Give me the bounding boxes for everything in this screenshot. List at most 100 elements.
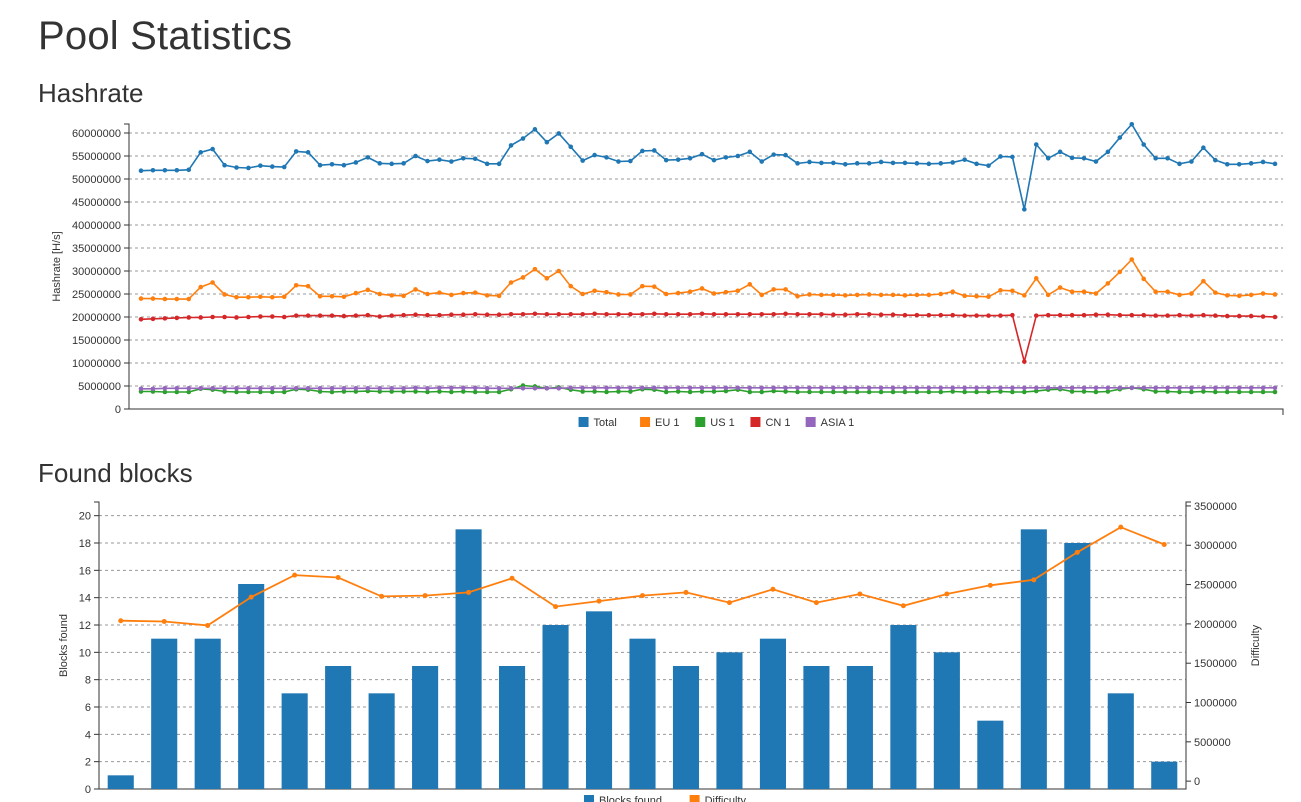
- data-point: [532, 386, 538, 391]
- bar: [542, 625, 569, 789]
- data-point: [1105, 389, 1111, 394]
- data-point: [1117, 135, 1123, 140]
- y2-tick-label: 2000000: [1194, 619, 1237, 631]
- data-point: [305, 283, 311, 289]
- data-point: [1010, 154, 1015, 160]
- data-point: [1033, 313, 1039, 318]
- data-point: [938, 161, 944, 166]
- data-point: [592, 385, 597, 391]
- data-point: [377, 161, 383, 166]
- data-point: [377, 386, 383, 391]
- data-point: [1224, 161, 1230, 167]
- data-point: [210, 146, 215, 152]
- data-point: [1022, 385, 1027, 391]
- data-point: [902, 312, 908, 318]
- data-point: [437, 389, 442, 394]
- data-point: [819, 385, 824, 391]
- data-point: [1177, 385, 1182, 391]
- data-point: [902, 293, 908, 298]
- data-point: [986, 294, 991, 300]
- data-point: [807, 292, 812, 297]
- data-point: [258, 314, 263, 319]
- y-tick-label: 8: [85, 675, 91, 687]
- data-point: [759, 385, 765, 391]
- y-tick-label: 15000000: [72, 335, 121, 347]
- data-point: [281, 386, 287, 391]
- y2-tick-label: 1500000: [1194, 658, 1237, 670]
- data-point: [890, 160, 896, 166]
- data-point: [962, 313, 967, 318]
- data-point: [1165, 389, 1170, 394]
- data-point: [1248, 313, 1254, 319]
- data-point: [449, 385, 454, 391]
- found-blocks-chart: 0 2 4 6 8 10 12 14 16 18 20 0 500000 1000000 1500000 20…: [58, 501, 1262, 802]
- difficulty-point: [944, 591, 950, 597]
- data-point: [437, 157, 442, 162]
- data-point: [699, 286, 705, 291]
- data-point: [198, 150, 203, 155]
- difficulty-point: [553, 604, 559, 610]
- data-point: [962, 157, 967, 162]
- data-point: [1057, 285, 1063, 290]
- data-point: [1177, 389, 1182, 395]
- y-tick-label: 16: [79, 565, 91, 577]
- y-tick-label: 14: [79, 593, 91, 605]
- difficulty-point: [248, 594, 254, 600]
- data-point: [1081, 289, 1087, 295]
- legend-swatch: [578, 417, 589, 427]
- data-point: [1177, 292, 1182, 298]
- data-point: [281, 294, 287, 300]
- bar: [325, 666, 352, 789]
- data-point: [210, 280, 215, 285]
- data-point: [962, 293, 967, 299]
- data-point: [795, 294, 800, 299]
- data-point: [711, 157, 717, 163]
- data-point: [1141, 276, 1146, 282]
- data-point: [1117, 269, 1123, 275]
- data-point: [496, 293, 502, 299]
- bar: [672, 666, 700, 789]
- data-point: [675, 311, 681, 317]
- data-point: [449, 389, 454, 395]
- data-point: [1129, 121, 1135, 127]
- axes: [124, 123, 1284, 415]
- data-point: [425, 158, 430, 164]
- data-point: [377, 389, 383, 394]
- data-point: [580, 291, 585, 297]
- data-point: [329, 161, 335, 167]
- data-point: [902, 385, 908, 391]
- data-point: [663, 389, 669, 395]
- data-point: [472, 156, 478, 162]
- data-point: [544, 386, 550, 391]
- data-point: [1105, 312, 1111, 318]
- data-point: [675, 290, 681, 296]
- data-point: [902, 389, 908, 395]
- data-point: [1093, 159, 1099, 164]
- data-point: [353, 290, 359, 296]
- data-point: [413, 389, 418, 394]
- bar: [412, 666, 439, 789]
- y-tick-label: 35000000: [72, 243, 121, 255]
- data-point: [508, 143, 514, 148]
- data-point: [150, 316, 156, 322]
- data-point: [377, 291, 383, 297]
- data-point: [831, 160, 836, 166]
- data-point: [484, 293, 490, 298]
- data-point: [425, 291, 430, 297]
- data-point: [544, 276, 550, 281]
- data-point: [998, 288, 1003, 293]
- data-point: [842, 293, 848, 298]
- data-point: [401, 389, 406, 394]
- data-point: [1117, 385, 1123, 391]
- data-point: [950, 160, 956, 165]
- series-line-cn-1: [140, 312, 1276, 365]
- data-point: [568, 311, 574, 317]
- data-point: [150, 167, 156, 173]
- data-point: [842, 385, 848, 391]
- data-point: [472, 389, 478, 395]
- data-point: [1117, 312, 1123, 318]
- data-point: [210, 386, 215, 391]
- data-point: [222, 386, 227, 391]
- data-point: [341, 389, 347, 394]
- bar: [281, 693, 308, 789]
